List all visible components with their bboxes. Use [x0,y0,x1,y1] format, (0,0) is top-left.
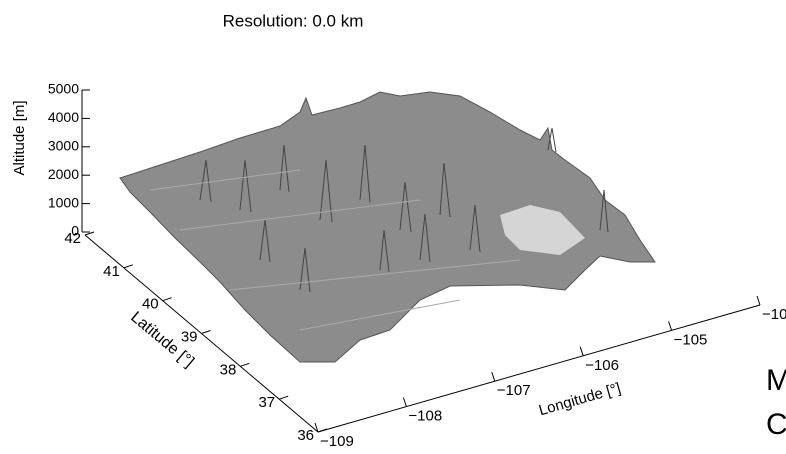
y-tick-label: 39 [181,328,198,345]
y-tick-label: 42 [64,230,81,247]
z-tick-label: 4000 [48,109,79,125]
x-tick [403,398,406,407]
y-tick-label: 37 [258,394,275,411]
x-tick-label: −108 [408,408,442,425]
x-tick [492,372,495,381]
x-tick-label: −107 [497,382,531,399]
z-tick-label: 2000 [48,166,79,182]
x-tick [580,347,583,356]
y-tick [240,363,249,366]
surface [120,92,655,362]
y-tick [163,298,172,301]
page: Resolution: 0.0 km Altitude [m] Latitude… [0,0,786,454]
chart-title: Resolution: 0.0 km [223,11,364,30]
x-tick [757,296,760,305]
x-tick-label: −105 [674,331,708,348]
z-tick-label: 1000 [48,194,79,210]
y-tick [318,429,327,432]
x-tick-label: −109 [320,433,354,450]
y-tick-label: 36 [297,427,314,444]
x-tick [669,321,672,330]
y-tick-label: 41 [103,263,120,280]
z-tick-label: 3000 [48,138,79,154]
z-axis-label: Altitude [m] [11,100,28,175]
annotation: C [766,408,786,441]
x-tick-label: −106 [585,357,619,374]
z-tick-label: 5000 [48,81,79,97]
x-axis-label: Longitude [°] [537,380,623,420]
y-tick [124,265,133,268]
y-tick-label: 40 [142,296,159,313]
y-tick [279,396,288,399]
annotation: M [766,364,786,397]
chart: Resolution: 0.0 km Altitude [m] Latitude… [0,0,786,454]
y-tick-label: 38 [220,361,237,378]
y-tick [202,331,211,334]
x-tick-label: −104 [762,306,786,323]
